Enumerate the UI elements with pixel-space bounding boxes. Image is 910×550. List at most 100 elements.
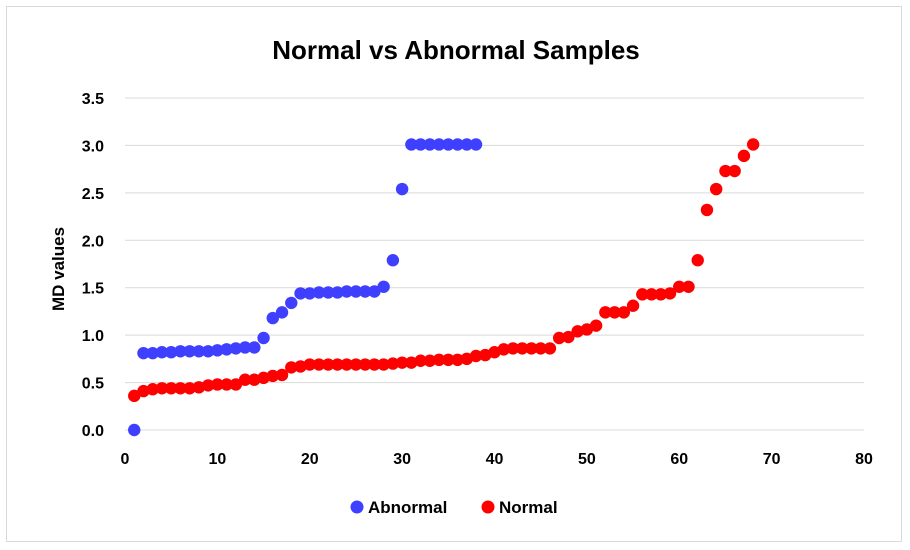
- data-point-normal: [322, 358, 335, 371]
- y-tick-label: 3.5: [82, 91, 104, 108]
- data-point-normal: [645, 288, 658, 301]
- data-point-normal: [395, 356, 409, 369]
- gridlines: [125, 97, 864, 384]
- series-abnormal: [128, 138, 483, 437]
- data-point-abnormal: [358, 285, 372, 298]
- data-point-normal: [164, 382, 178, 395]
- data-point-normal: [220, 378, 233, 391]
- data-point-normal: [562, 330, 575, 344]
- y-tick-label: 1.5: [82, 281, 104, 298]
- data-point-normal: [608, 306, 621, 319]
- data-points: [128, 138, 760, 437]
- data-point-abnormal: [275, 306, 289, 319]
- data-point-normal: [146, 383, 159, 396]
- x-tick-label: 30: [393, 451, 411, 468]
- data-point-normal: [571, 325, 584, 338]
- y-axis-title: MD values: [49, 227, 68, 311]
- data-point-normal: [552, 331, 566, 345]
- data-point-abnormal: [174, 345, 187, 358]
- data-point-normal: [137, 384, 150, 398]
- y-tick-label: 3.0: [82, 138, 104, 155]
- y-tick-label: 2.0: [82, 233, 104, 250]
- data-point-abnormal: [322, 286, 335, 299]
- data-point-normal: [710, 182, 723, 196]
- tick-labels: 0.0 0.5 1.0 1.5 2.0 2.5 3.0 3.5 0 10 20 30 40 50 60 70 8…: [82, 91, 873, 468]
- y-tick-label: 0.5: [82, 376, 104, 393]
- data-point-normal: [654, 288, 667, 301]
- data-point-normal: [201, 379, 215, 392]
- data-point-normal: [377, 358, 390, 371]
- legend-marker-normal: [481, 500, 495, 514]
- data-point-normal: [516, 342, 529, 355]
- data-point-normal: [349, 358, 363, 371]
- data-point-normal: [636, 288, 649, 301]
- data-point-normal: [211, 378, 224, 391]
- data-point-normal: [525, 342, 538, 355]
- data-point-abnormal: [377, 280, 390, 293]
- data-point-abnormal: [312, 286, 326, 299]
- legend-label-normal: Normal: [499, 498, 558, 517]
- data-point-abnormal: [146, 346, 159, 360]
- legend-marker-abnormal: [350, 500, 364, 514]
- data-point-abnormal: [229, 342, 243, 355]
- data-point-normal: [432, 353, 446, 367]
- data-point-abnormal: [285, 296, 298, 310]
- x-tick-label: 50: [578, 451, 596, 468]
- data-point-normal: [442, 353, 455, 367]
- data-point-normal: [663, 287, 677, 300]
- data-point-abnormal: [211, 344, 224, 357]
- x-tick-label: 70: [763, 451, 781, 468]
- data-point-abnormal: [201, 345, 215, 358]
- data-point-abnormal: [164, 346, 178, 359]
- data-point-normal: [737, 149, 751, 163]
- data-point-abnormal: [340, 285, 353, 298]
- data-point-normal: [746, 138, 760, 151]
- data-point-normal: [340, 358, 353, 371]
- data-point-normal: [451, 353, 464, 367]
- legend-item-abnormal: Abnormal: [350, 498, 447, 517]
- data-point-normal: [257, 371, 270, 385]
- x-tick-label: 0: [121, 451, 130, 468]
- data-point-abnormal: [451, 138, 464, 151]
- data-point-normal: [192, 381, 206, 394]
- data-point-normal: [626, 299, 640, 312]
- data-point-normal: [155, 382, 169, 395]
- data-point-normal: [303, 358, 316, 371]
- data-point-abnormal: [460, 138, 473, 151]
- data-point-normal: [312, 358, 326, 371]
- y-tick-label: 2.5: [82, 186, 104, 203]
- x-tick-label: 10: [208, 451, 226, 468]
- data-point-normal: [368, 358, 381, 371]
- x-tick-label: 60: [670, 451, 688, 468]
- series-normal: [128, 138, 760, 403]
- data-point-normal: [719, 164, 732, 178]
- legend-label-abnormal: Abnormal: [368, 498, 447, 517]
- data-point-normal: [469, 349, 483, 363]
- data-point-abnormal: [386, 254, 400, 267]
- data-point-abnormal: [469, 138, 483, 151]
- data-point-normal: [294, 360, 307, 373]
- data-point-normal: [266, 369, 279, 383]
- data-point-normal: [331, 358, 344, 371]
- data-point-normal: [183, 382, 196, 395]
- data-point-abnormal: [423, 138, 437, 151]
- data-point-abnormal: [405, 138, 418, 151]
- data-point-normal: [543, 342, 557, 355]
- data-point-normal: [174, 382, 187, 395]
- data-point-abnormal: [248, 341, 261, 354]
- x-tick-label: 20: [301, 451, 319, 468]
- data-point-normal: [497, 343, 510, 356]
- data-point-normal: [248, 373, 261, 386]
- chart-title: Normal vs Abnormal Samples: [272, 35, 640, 65]
- data-point-normal: [423, 354, 437, 367]
- legend: Abnormal Normal: [350, 498, 558, 517]
- data-point-abnormal: [349, 285, 363, 298]
- data-point-normal: [599, 306, 612, 319]
- data-point-abnormal: [128, 423, 141, 437]
- data-point-normal: [128, 389, 141, 403]
- data-point-normal: [405, 356, 418, 369]
- data-point-abnormal: [303, 287, 316, 300]
- data-point-abnormal: [220, 343, 233, 356]
- x-tick-label: 40: [486, 451, 504, 468]
- data-point-abnormal: [395, 182, 409, 196]
